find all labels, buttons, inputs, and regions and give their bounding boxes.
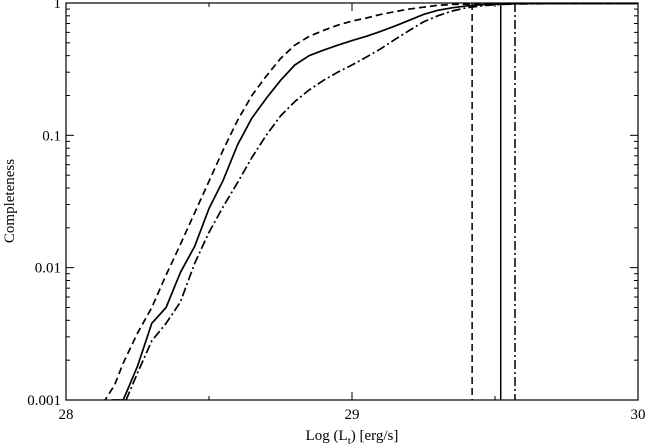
series-line-dashdot	[125, 3, 638, 400]
series-layer	[104, 3, 638, 400]
y-tick-label: 0.001	[27, 393, 61, 409]
y-axis-ticks: 0.001 0.01 0.1 1	[27, 0, 638, 409]
series-line-solid	[111, 3, 638, 400]
x-tick-label: 29	[345, 407, 360, 423]
y-tick-label: 0.01	[35, 261, 61, 277]
reference-lines	[471, 3, 516, 400]
x-axis-label-suffix: ) [erg/s]	[351, 428, 399, 444]
y-axis-label: Completeness	[2, 159, 18, 243]
x-tick-label: 30	[631, 407, 646, 423]
series-line-dashed	[104, 3, 638, 400]
x-axis-label-main: Log (L	[306, 428, 348, 444]
y-tick-label: 0.1	[42, 128, 61, 144]
x-axis-ticks: 28 29 30	[59, 3, 646, 423]
x-tick-label: 28	[59, 407, 74, 423]
x-axis-label: Log (Lt) [erg/s]	[306, 428, 399, 447]
x-axis-label-subscript: t	[348, 435, 351, 447]
y-tick-label: 1	[54, 0, 62, 12]
